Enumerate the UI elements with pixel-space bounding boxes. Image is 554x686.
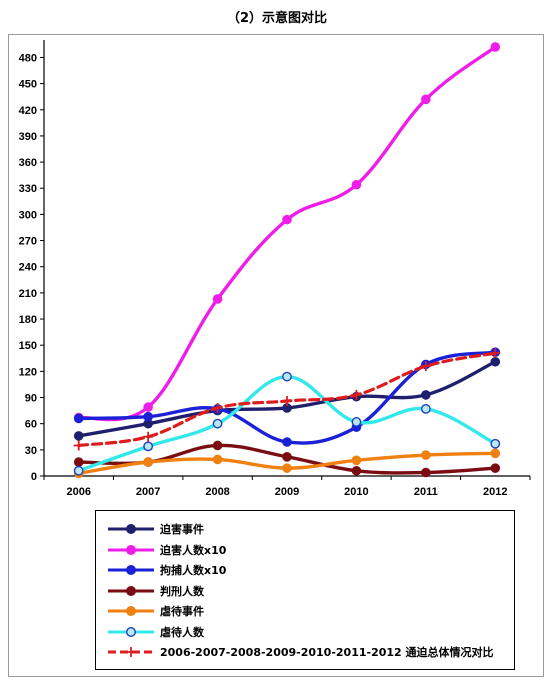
legend-swatch [108,564,154,576]
x-tick-label: 2011 [414,486,438,498]
legend-label: 2006-2007-2008-2009-2010-2011-2012 通迫总体情… [160,646,494,659]
data-point-series-1 [421,390,431,400]
data-point-series-5 [212,454,223,465]
data-point-series-4 [212,440,223,451]
y-tick-label: 210 [19,288,37,300]
legend-label: 判刑人数 [160,584,204,598]
data-point-series-3 [73,413,84,424]
legend-label: 虐待事件 [160,605,204,618]
legend-label: 虐待人数 [160,625,204,639]
y-tick-label: 390 [19,131,37,143]
x-tick-label: 2006 [66,486,90,498]
y-tick-label: 330 [19,183,37,195]
data-point-series-2 [143,402,153,412]
data-point-series-5 [351,455,362,466]
y-tick-label: 480 [19,52,37,64]
y-tick-label: 450 [19,79,37,91]
data-point-series-1 [490,356,501,367]
data-point-series-4 [421,467,431,478]
y-tick-label: 180 [19,314,37,326]
legend-item: 迫害人数x10 [106,542,226,558]
data-point-series-5 [143,457,153,467]
x-tick-label: 2008 [205,486,229,498]
legend-item: 2006-2007-2008-2009-2010-2011-2012 通迫总体情… [106,644,494,660]
data-point-series-5 [282,463,292,473]
legend-item: 拘捕人数x10 [106,562,226,578]
legend-label: 拘捕人数x10 [160,564,227,577]
x-tick-label: 2007 [136,486,160,498]
data-point-series-3 [143,411,153,422]
data-point-series-2 [421,94,431,105]
x-tick-label: 2012 [483,486,507,498]
data-point-series-2 [351,179,362,190]
y-tick-label: 270 [19,236,37,248]
data-point-series-6 [420,403,431,414]
data-point-series-6 [212,418,223,429]
data-point-series-4 [73,457,84,467]
y-tick-label: 360 [19,157,37,169]
y-tick-label: 240 [19,262,37,274]
data-point-series-6 [143,441,154,452]
data-point-series-3 [282,437,292,447]
y-tick-label: 60 [25,419,37,431]
y-tick-label: 0 [31,471,37,483]
x-tick-label: 2010 [344,486,368,498]
legend-swatch [108,626,154,637]
legend-item: 迫害事件 [106,521,204,537]
y-tick-label: 90 [25,393,37,405]
y-tick-label: 420 [19,105,37,117]
legend-label: 迫害事件 [160,523,204,536]
data-point-series-6 [490,438,501,449]
data-point-series-2 [490,42,501,52]
legend-item: 判刑人数 [106,583,204,599]
data-point-series-6 [351,417,362,427]
data-point-series-2 [212,294,223,304]
y-tick-label: 150 [19,340,37,352]
data-point-series-5 [421,450,431,460]
y-tick-label: 30 [25,445,37,457]
legend-swatch [108,544,154,555]
data-point-series-2 [282,214,292,225]
legend-item: 虐待人数 [106,624,204,640]
data-point-series-5 [490,448,501,459]
y-tick-label: 300 [19,209,37,221]
data-point-series-6 [73,465,84,476]
x-tick-label: 2009 [275,486,299,498]
legend-item: 虐待事件 [106,603,204,619]
data-point-series-4 [351,465,362,476]
legend-swatch [108,647,154,657]
legend: 迫害事件迫害人数x10 拘捕人数x10 判刑人数虐待事件虐待人数 2006-2007-… [95,510,515,670]
legend-swatch [108,523,154,535]
legend-label: 迫害人数x10 [160,543,227,557]
data-point-series-4 [282,452,292,462]
chart-title: （2）示意图对比 [226,11,328,26]
y-tick-label: 120 [19,366,37,378]
legend-swatch [108,585,154,596]
data-point-series-6 [282,371,292,382]
data-point-series-1 [73,431,84,441]
legend-swatch [108,605,154,617]
data-point-series-4 [490,463,501,473]
